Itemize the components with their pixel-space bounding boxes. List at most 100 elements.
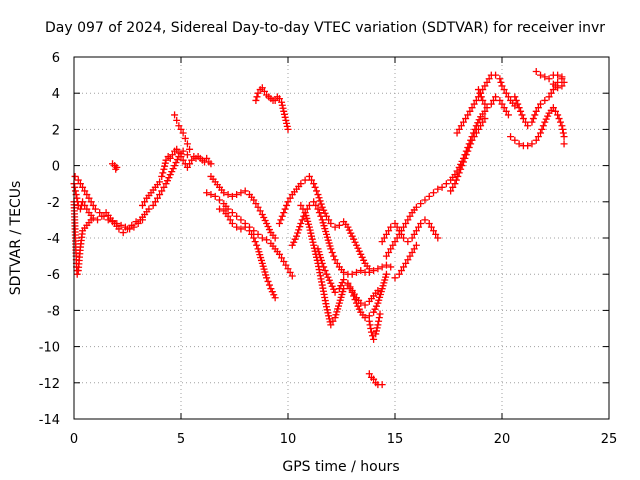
data-point-marker	[181, 134, 189, 142]
trace-fill-marker	[222, 210, 230, 218]
trace-fill-marker	[256, 207, 264, 215]
trace-fill-marker	[474, 125, 482, 133]
trace-fill-marker	[458, 162, 466, 170]
trace-fill-marker	[323, 306, 331, 314]
trace-fill-marker	[281, 113, 289, 121]
data-point-marker	[233, 223, 241, 231]
data-point-marker	[331, 223, 339, 231]
data-point-marker	[466, 107, 474, 115]
trace-fill-marker	[305, 220, 313, 228]
data-point-marker	[528, 140, 536, 148]
data-point-marker	[96, 209, 104, 217]
data-point-marker	[173, 145, 181, 153]
trace-fill-marker	[295, 182, 303, 190]
data-point-marker	[365, 370, 373, 378]
trace-fill-marker	[83, 205, 91, 213]
data-point-marker	[417, 220, 425, 228]
data-point-marker	[365, 317, 373, 325]
data-point-marker	[318, 203, 326, 211]
data-point-marker	[404, 216, 412, 224]
trace-fill-marker	[325, 315, 333, 323]
trace-fill-marker	[531, 111, 539, 119]
x-tick-label: 25	[601, 432, 618, 447]
trace-fill-marker	[294, 229, 302, 237]
trace-fill-marker	[280, 110, 288, 118]
data-point-marker	[241, 187, 249, 195]
trace-fill-marker	[465, 144, 473, 151]
trace-fill-marker	[324, 273, 332, 281]
data-point-marker	[297, 201, 305, 209]
data-point-marker	[233, 191, 241, 199]
trace-fill-marker	[500, 86, 508, 94]
trace-fill-marker	[309, 238, 317, 246]
trace-fill-marker	[307, 229, 315, 237]
data-point-marker	[455, 169, 463, 177]
data-point-marker	[297, 220, 305, 228]
trace-fill-marker	[257, 256, 265, 264]
data-point-marker	[134, 220, 142, 228]
trace-fill-marker	[248, 230, 256, 238]
data-point-marker	[138, 216, 146, 224]
data-point-marker	[391, 238, 399, 246]
trace-fill-marker	[410, 245, 418, 253]
trace-fill-marker	[346, 283, 354, 291]
data-point-marker	[258, 234, 266, 242]
trace-fill-marker	[330, 252, 338, 260]
data-point-marker	[216, 196, 224, 204]
trace-fill-marker	[291, 235, 299, 243]
trace-fill-marker	[156, 191, 164, 199]
data-point-marker	[109, 218, 117, 226]
trace-fill-marker	[328, 282, 336, 290]
data-point-marker	[162, 156, 170, 164]
trace-fill-marker	[315, 209, 323, 217]
data-point-marker	[331, 256, 339, 264]
data-point-marker	[104, 216, 112, 224]
data-trace	[109, 160, 121, 173]
data-point-marker	[412, 227, 420, 235]
data-point-marker	[284, 125, 292, 133]
trace-fill-marker	[372, 289, 380, 297]
data-point-marker	[483, 104, 491, 112]
data-point-marker	[228, 209, 236, 217]
data-point-marker	[113, 220, 121, 228]
trace-fill-marker	[71, 187, 79, 195]
data-point-marker	[254, 89, 262, 97]
data-point-marker	[395, 227, 403, 235]
trace-fill-marker	[153, 181, 161, 189]
trace-fill-marker	[406, 252, 414, 260]
trace-fill-marker	[248, 193, 256, 201]
data-point-marker	[183, 151, 191, 159]
data-point-marker	[166, 154, 174, 162]
trace-fill-marker	[547, 106, 555, 114]
y-tick-label: 0	[52, 160, 60, 175]
data-point-marker	[153, 194, 161, 202]
trace-fill-marker	[359, 311, 367, 319]
data-point-marker	[138, 201, 146, 209]
data-point-marker	[425, 192, 433, 200]
data-point-marker	[479, 96, 487, 104]
trace-fill-marker	[467, 140, 475, 148]
data-point-marker	[284, 198, 292, 206]
data-point-marker	[168, 151, 176, 159]
data-point-marker	[378, 263, 386, 271]
trace-fill-marker	[251, 238, 259, 246]
trace-fill-marker	[299, 205, 307, 213]
data-point-marker	[275, 95, 283, 103]
trace-fill-marker	[337, 282, 345, 290]
trace-fill-marker	[363, 262, 371, 270]
trace-fill-marker	[498, 100, 506, 108]
data-point-marker	[280, 258, 288, 266]
data-point-marker	[348, 270, 356, 278]
trace-fill-marker	[385, 227, 393, 235]
trace-fill-marker	[449, 183, 457, 191]
trace-fill-marker	[161, 159, 169, 167]
trace-fill-marker	[509, 99, 517, 107]
data-point-marker	[541, 73, 549, 81]
data-point-marker	[177, 125, 185, 133]
data-point-marker	[282, 116, 290, 124]
data-point-marker	[404, 238, 412, 246]
trace-fill-marker	[213, 181, 221, 189]
data-point-marker	[474, 86, 482, 94]
trace-fill-marker	[382, 273, 390, 281]
trace-fill-marker	[326, 242, 334, 250]
